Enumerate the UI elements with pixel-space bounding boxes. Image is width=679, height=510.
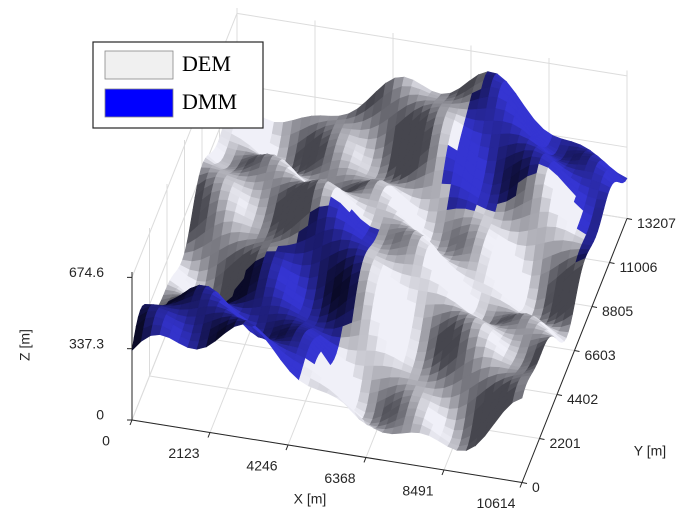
x-tick <box>364 457 366 462</box>
y-axis-title: Y [m] <box>634 443 666 459</box>
y-tick-label: 8805 <box>602 303 633 319</box>
page: {"chart_data": {"type": "surface3d", "xl… <box>0 0 679 510</box>
legend-swatch <box>105 51 173 79</box>
y-tick <box>592 306 597 307</box>
z-tick-label: 0 <box>96 407 104 423</box>
legend-label: DEM <box>182 51 231 76</box>
surface-patch <box>590 216 601 224</box>
chart: 0 2123 4246 6368 8491 10614 0 2201 4402 6603 8805 1… <box>0 0 679 510</box>
y-tick <box>557 395 562 396</box>
legend-label: DMM <box>182 89 237 114</box>
x-tick-label: 4246 <box>246 458 277 474</box>
y-tick-label: 0 <box>532 479 540 495</box>
legend-swatch <box>105 89 173 117</box>
legend: DEM DMM <box>93 42 263 128</box>
x-axis-title: X [m] <box>294 491 327 507</box>
surface-patch <box>593 208 604 217</box>
y-tick <box>610 262 615 263</box>
surface-patch <box>595 199 606 208</box>
x-tick <box>520 483 522 488</box>
y-tick-label: 4402 <box>567 391 598 407</box>
x-tick <box>442 470 444 475</box>
y-tick-label: 13207 <box>637 215 676 231</box>
grid-line <box>237 13 627 76</box>
y-tick <box>627 219 632 220</box>
y-tick <box>522 483 527 484</box>
x-tick-label: 10614 <box>477 495 516 510</box>
x-tick-label: 6368 <box>324 470 355 486</box>
y-tick-label: 6603 <box>584 347 615 363</box>
y-tick <box>574 351 579 352</box>
x-tick <box>130 420 132 425</box>
y-tick-label: 2201 <box>549 435 580 451</box>
x-tick <box>208 433 210 438</box>
z-tick-label: 337.3 <box>69 335 104 351</box>
z-tick-label: 674.6 <box>69 264 104 280</box>
x-tick-label: 8491 <box>402 483 433 499</box>
x-tick-label: 2123 <box>168 445 199 461</box>
z-axis-title: Z [m] <box>17 329 33 361</box>
y-tick-label: 11006 <box>620 259 658 275</box>
x-tick <box>286 445 288 450</box>
x-tick-label: 0 <box>102 433 110 449</box>
y-tick <box>539 439 544 440</box>
